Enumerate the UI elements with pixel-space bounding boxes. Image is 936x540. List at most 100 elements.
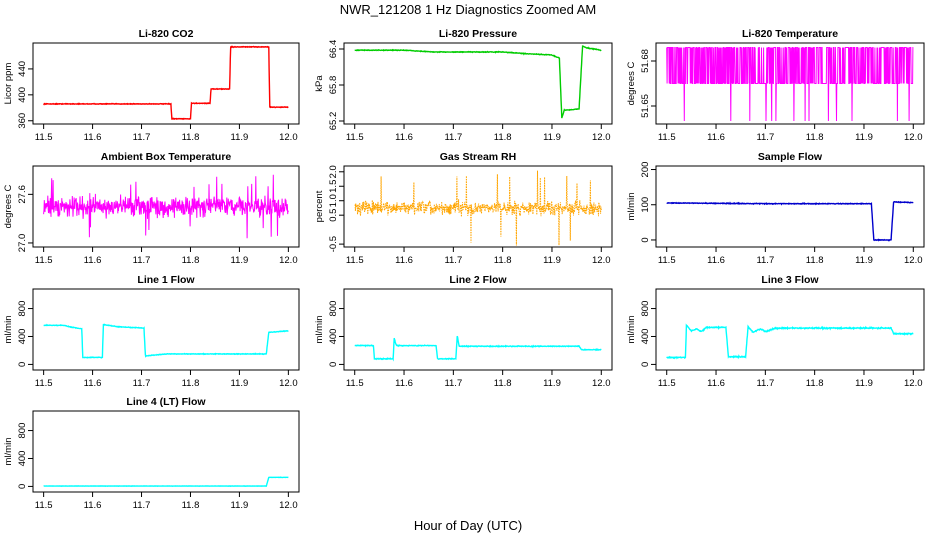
x-tick-label: 12.0 <box>279 132 298 143</box>
x-tick-label: 12.0 <box>592 132 611 143</box>
y-tick-label: 65.2 <box>328 112 339 131</box>
x-tick-label: 11.8 <box>494 255 512 266</box>
x-tick-label: 11.9 <box>543 255 561 266</box>
x-tick-label: 11.8 <box>806 255 824 266</box>
x-tick-label: 11.7 <box>133 500 151 511</box>
series-line <box>666 47 914 122</box>
x-tick-label: 11.6 <box>395 378 413 389</box>
plot-frame <box>32 288 300 371</box>
plot-frame <box>32 165 300 248</box>
x-tick-label: 11.5 <box>35 132 53 143</box>
x-tick-label: 12.0 <box>279 500 298 511</box>
series-line <box>666 200 914 242</box>
y-tick-label: 1.5 <box>328 180 339 193</box>
x-tick-label: 11.9 <box>231 378 249 389</box>
x-tick-label: 11.7 <box>444 255 462 266</box>
x-tick-label: 12.0 <box>592 378 611 389</box>
plot-frame <box>343 165 613 248</box>
y-axis-label: percent <box>314 190 325 222</box>
x-tick-label: 11.7 <box>133 255 151 266</box>
x-tick-label: 11.6 <box>707 132 725 143</box>
x-tick-label: 11.9 <box>855 255 873 266</box>
x-tick-label: 11.6 <box>84 255 102 266</box>
plot-frame <box>32 410 300 493</box>
panel-title: Line 3 Flow <box>761 274 819 286</box>
x-tick-label: 11.9 <box>543 378 561 389</box>
x-tick-label: 11.6 <box>707 255 725 266</box>
series-line <box>43 323 289 359</box>
x-tick-label: 11.7 <box>444 378 462 389</box>
y-axis-label: ml/min <box>3 316 14 344</box>
y-tick-label: 2.0 <box>328 165 339 178</box>
series-line <box>43 174 289 239</box>
plot-frame <box>655 288 925 371</box>
y-tick-label: 51.68 <box>640 49 651 73</box>
y-tick-label: 65.8 <box>328 76 339 95</box>
y-tick-label: 0 <box>640 362 651 367</box>
x-tick-label: 11.6 <box>84 132 102 143</box>
series-line <box>666 323 914 360</box>
panel-1: Li-820 CO2 Licor ppm 11.5 11.6 11.7 11.8 11.9 1… <box>3 28 300 143</box>
y-tick-label: 0 <box>17 362 28 367</box>
x-tick-label: 11.8 <box>182 255 200 266</box>
panel-3: Li-820 Temperature degrees C 11.5 11.6 11.7 1… <box>626 28 925 143</box>
y-tick-label: 0 <box>328 362 339 367</box>
x-tick-label: 11.8 <box>182 378 200 389</box>
x-tick-label: 11.5 <box>346 132 364 143</box>
x-tick-label: 11.9 <box>855 132 873 143</box>
x-tick-label: 11.8 <box>806 378 824 389</box>
series-line <box>354 170 602 246</box>
x-tick-label: 11.8 <box>182 132 200 143</box>
y-axis-label: kPa <box>314 75 325 92</box>
y-tick-label: 800 <box>328 301 339 317</box>
y-tick-label: 400 <box>17 451 28 467</box>
x-tick-label: 11.7 <box>133 378 151 389</box>
plot-frame <box>32 42 300 125</box>
series-line <box>43 45 289 121</box>
y-axis-label: ml/min <box>314 316 325 344</box>
x-tick-label: 11.5 <box>658 378 676 389</box>
y-tick-label: 0.5 <box>328 209 339 222</box>
panel-2: Li-820 Pressure kPa 11.5 11.6 11.7 11.8 11.9 12… <box>314 28 613 143</box>
x-tick-label: 12.0 <box>279 378 298 389</box>
panel-10: Line 4 (LT) Flow ml/min 11.5 11.6 11.7 11.8 11… <box>3 396 300 511</box>
y-axis-label: ml/min <box>626 193 637 221</box>
y-tick-label: 27.6 <box>17 185 28 204</box>
panel-9: Line 3 Flow ml/min 11.5 11.6 11.7 11.8 11.9 12.… <box>626 274 925 389</box>
x-tick-label: 11.7 <box>756 132 774 143</box>
y-tick-label: -0.5 <box>328 236 339 252</box>
y-tick-label: 800 <box>17 423 28 439</box>
x-tick-label: 12.0 <box>904 255 923 266</box>
y-tick-label: 440 <box>17 61 28 77</box>
plot-frame <box>343 42 613 125</box>
x-tick-label: 11.5 <box>658 255 676 266</box>
y-tick-label: 360 <box>17 113 28 129</box>
y-tick-label: 200 <box>640 162 651 178</box>
panel-8: Line 2 Flow ml/min 11.5 11.6 11.7 11.8 11.9 12.… <box>314 274 613 389</box>
y-axis-label: Licor ppm <box>3 63 14 105</box>
y-tick-label: 100 <box>640 197 651 213</box>
plot-frame <box>655 42 925 125</box>
x-tick-label: 11.8 <box>182 500 200 511</box>
panel-4: Ambient Box Temperature degrees C 11.5 11.6… <box>3 151 300 266</box>
y-tick-label: 400 <box>17 87 28 103</box>
x-tick-label: 11.8 <box>494 132 512 143</box>
x-tick-label: 11.9 <box>855 378 873 389</box>
x-tick-label: 11.5 <box>658 132 676 143</box>
panel-6: Sample Flow ml/min 11.5 11.6 11.7 11.8 11.9 12.… <box>626 151 925 266</box>
x-tick-label: 11.7 <box>133 132 151 143</box>
y-tick-label: 66.4 <box>328 40 339 59</box>
x-tick-label: 11.5 <box>35 378 53 389</box>
y-tick-label: 800 <box>17 301 28 317</box>
x-tick-label: 11.5 <box>35 500 53 511</box>
x-tick-label: 11.9 <box>231 500 249 511</box>
panel-title: Li-820 Pressure <box>439 28 517 40</box>
y-tick-label: 27.0 <box>17 234 28 253</box>
x-tick-label: 11.8 <box>494 378 512 389</box>
series-line <box>43 476 289 488</box>
y-axis-label: degrees C <box>3 184 14 228</box>
x-tick-label: 11.5 <box>346 255 364 266</box>
y-tick-label: 400 <box>328 329 339 345</box>
figure-x-axis-label: Hour of Day (UTC) <box>413 518 523 533</box>
y-tick-label: 0 <box>640 237 651 242</box>
